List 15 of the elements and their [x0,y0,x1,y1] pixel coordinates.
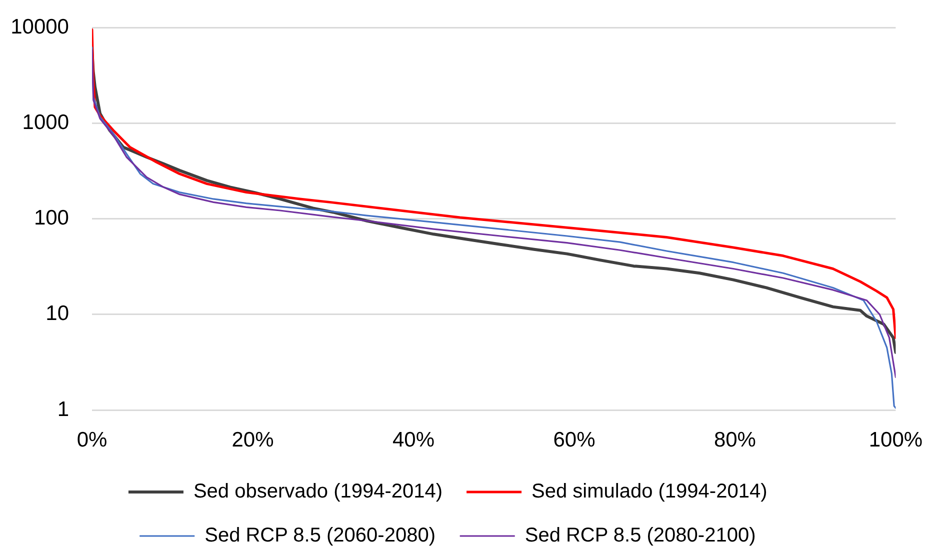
y-tick-label: 100 [34,206,69,230]
x-tick-label: 100% [868,428,923,452]
x-tick-label: 60% [553,428,596,452]
x-tick-label: 0% [76,428,108,452]
x-tick-label: 40% [392,428,434,452]
x-tick-label: 20% [232,428,274,452]
y-tick-label: 10000 [10,15,69,38]
legend-label: Sed RCP 8.5 (2080-2100) [524,524,756,547]
legend-label: Sed RCP 8.5 (2060-2080) [204,524,436,547]
x-tick-label: 80% [714,428,756,452]
y-tick-label: 10 [46,302,69,326]
legend-label: Sed simulado (1994-2014) [532,480,768,503]
y-tick-label: 1 [57,398,69,421]
legend-label: Sed observado (1994-2014) [193,480,443,503]
y-tick-label: 1000 [22,110,69,134]
